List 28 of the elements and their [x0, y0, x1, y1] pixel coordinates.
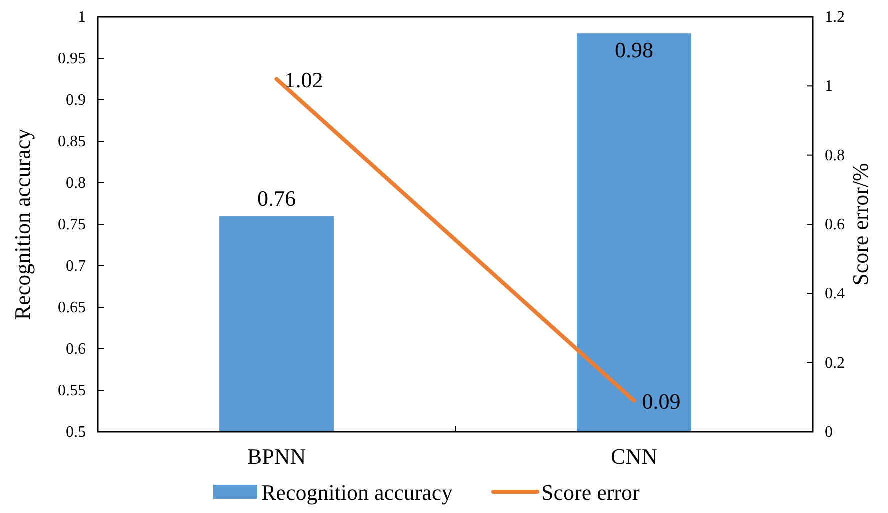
y2-tick-label: 0.6	[825, 216, 845, 234]
y-tick-label: 0.8	[66, 175, 86, 192]
y-tick-label: 0.9	[66, 92, 86, 109]
y2-tick-label: 1.2	[825, 9, 845, 26]
legend-label: Score error	[542, 480, 641, 505]
y-tick-label: 0.55	[58, 382, 86, 400]
y-tick-label: 0.95	[58, 50, 86, 68]
data-label: 0.09	[642, 388, 681, 414]
y-axis-title: Recognition accuracy	[10, 128, 35, 320]
data-label: 0.76	[258, 186, 296, 212]
y-tick-label: 0.5	[66, 424, 86, 441]
x-tick-label: CNN	[611, 444, 658, 469]
legend-label: Recognition accuracy	[262, 480, 453, 505]
y2-tick-label: 0.8	[825, 147, 845, 164]
x-tick-label: BPNN	[247, 444, 306, 469]
y2-tick-label: 0.2	[825, 354, 845, 372]
data-label: 1.02	[284, 67, 324, 92]
y2-tick-label: 0	[825, 424, 833, 441]
y2-tick-label: 1	[825, 78, 833, 96]
y2-axis-title: Score error/%	[848, 163, 873, 286]
y-tick-label: 0.85	[58, 134, 86, 150]
data-label: 0.98	[615, 38, 654, 63]
y-tick-label: 0.75	[58, 216, 86, 234]
y-tick-label: 1	[78, 9, 86, 26]
y-tick-label: 0.65	[58, 300, 86, 316]
y-tick-label: 0.7	[66, 258, 86, 275]
y2-tick-label: 0.4	[825, 286, 845, 303]
y-tick-label: 0.6	[66, 341, 86, 358]
